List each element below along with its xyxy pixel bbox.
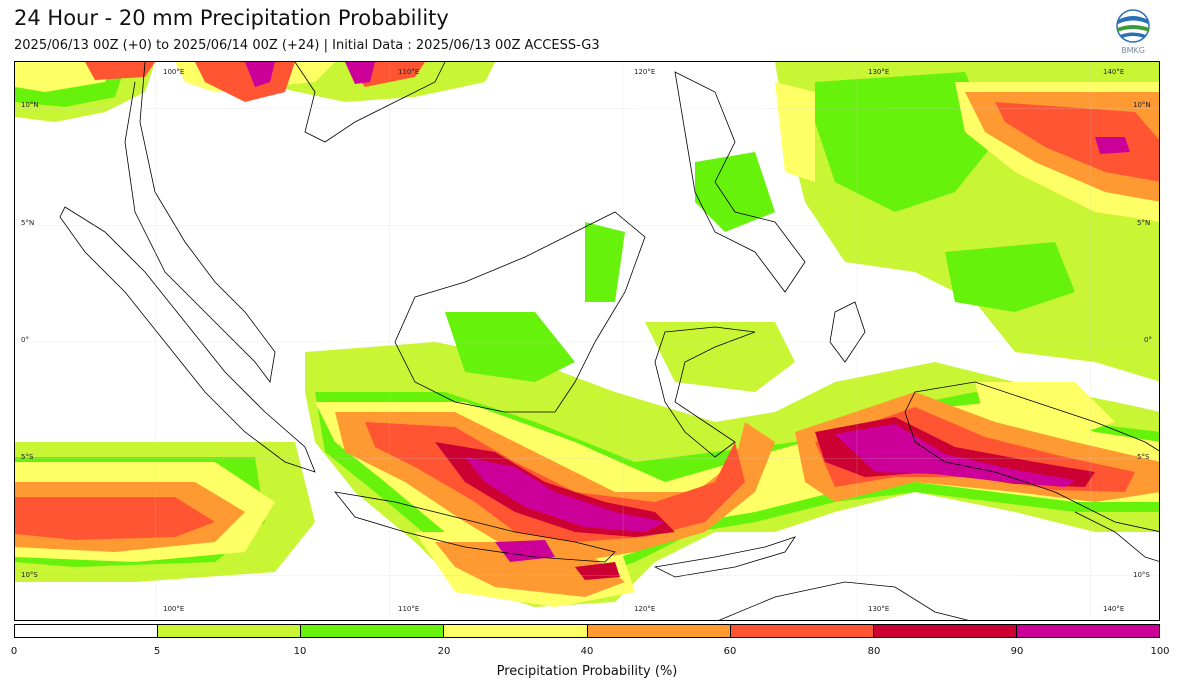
mainland-asia-coast [124, 62, 276, 383]
colorbar-label-60: 60 [723, 646, 737, 657]
colorbar-label-90: 90 [1010, 646, 1024, 657]
lat-tick-left-5n: 5°N [21, 219, 35, 227]
precipitation-map[interactable]: 100°E 110°E 120°E 130°E 140°E 100°E 110°… [14, 61, 1160, 621]
map-title: 24 Hour - 20 mm Precipitation Probabilit… [14, 6, 449, 30]
java-outline [334, 491, 616, 563]
new-guinea-south [1074, 511, 1159, 562]
philippines-outline [674, 71, 806, 293]
lon-tick-top-130: 130°E [868, 68, 890, 76]
lat-tick-right-10n: 10°N [1133, 101, 1151, 109]
precip-layer-very-high [245, 62, 1130, 580]
colorbar-segment-5-10 [158, 625, 302, 637]
lon-tick-bottom-140: 140°E [1103, 605, 1125, 613]
papua-outline [904, 381, 1159, 532]
colorbar-segment-80-90 [873, 625, 1017, 637]
colorbar [14, 624, 1160, 638]
colorbar-label-0: 0 [10, 646, 18, 657]
lon-tick-top-100: 100°E [163, 68, 185, 76]
colorbar-label-5: 5 [153, 646, 161, 657]
colorbar-title: Precipitation Probability (%) [496, 664, 678, 679]
lat-tick-right-5n: 5°N [1137, 219, 1151, 227]
colorbar-segment-0-5 [15, 625, 159, 637]
lat-tick-left-10n: 10°N [21, 101, 39, 109]
graticule [15, 62, 1159, 620]
colorbar-label-80: 80 [867, 646, 881, 657]
bmkg-logo-icon: BMKG [1116, 9, 1150, 55]
colorbar-label-10: 10 [293, 646, 307, 657]
lon-tick-bottom-100: 100°E [163, 605, 185, 613]
map-subtitle: 2025/06/13 00Z (+0) to 2025/06/14 00Z (+… [14, 38, 600, 53]
colorbar-segment-10-20 [301, 625, 445, 637]
lat-tick-right-0: 0° [1144, 336, 1152, 344]
lon-tick-bottom-130: 130°E [868, 605, 890, 613]
sumatra-outline [59, 206, 316, 473]
indochina-coast [294, 62, 446, 143]
lon-tick-bottom-120: 120°E [634, 605, 656, 613]
lat-tick-left-5s: 5°S [21, 453, 34, 461]
lat-tick-left-0: 0° [21, 336, 29, 344]
coastlines [59, 62, 1159, 620]
colorbar-label-20: 20 [437, 646, 451, 657]
lon-tick-top-110: 110°E [398, 68, 420, 76]
australia-coast [718, 581, 969, 620]
lon-tick-top-140: 140°E [1103, 68, 1125, 76]
colorbar-label-40: 40 [580, 646, 594, 657]
map-canvas [15, 62, 1159, 620]
colorbar-segment-60-80 [730, 625, 874, 637]
colorbar-segment-20-40 [444, 625, 588, 637]
lat-tick-right-5s: 5°S [1137, 453, 1150, 461]
sulawesi-outline [654, 326, 756, 458]
lat-tick-right-10s: 10°S [1133, 571, 1150, 579]
lon-tick-top-120: 120°E [634, 68, 656, 76]
colorbar-segment-40-60 [587, 625, 731, 637]
colorbar-label-100: 100 [1150, 646, 1170, 657]
lat-tick-left-10s: 10°S [21, 571, 38, 579]
halmahera-outline [829, 301, 866, 363]
colorbar-segment-90-100 [1016, 625, 1159, 637]
svg-text:BMKG: BMKG [1121, 46, 1145, 55]
lon-tick-bottom-110: 110°E [398, 605, 420, 613]
